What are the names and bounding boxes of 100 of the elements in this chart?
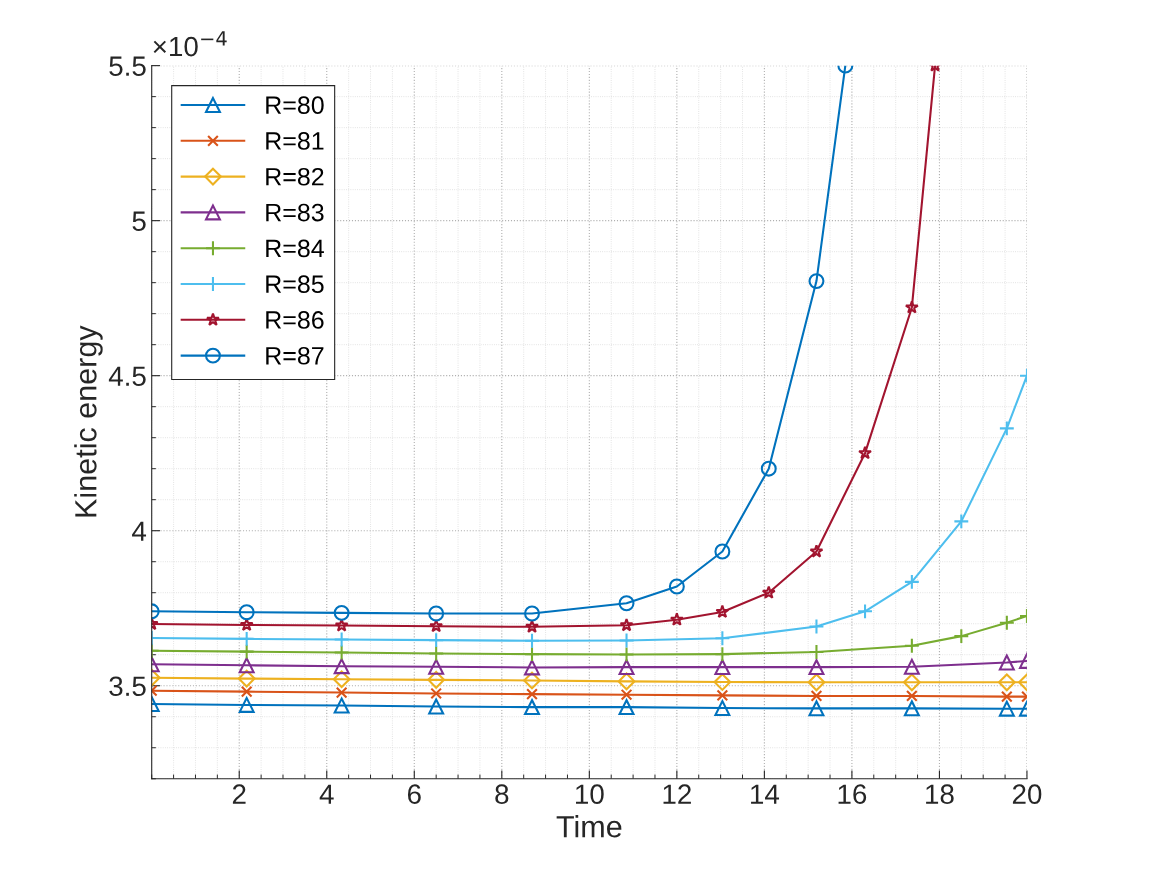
point xyxy=(333,604,350,621)
point xyxy=(618,646,635,663)
point xyxy=(334,618,349,632)
point xyxy=(428,645,445,662)
point xyxy=(428,698,445,715)
point xyxy=(524,659,540,676)
point xyxy=(902,673,921,692)
x-tick-label: 10 xyxy=(576,784,604,805)
y-tick-label: 5 xyxy=(132,211,146,231)
point xyxy=(1000,690,1013,703)
point xyxy=(524,632,540,649)
x-tick-label: 14 xyxy=(751,784,780,804)
point xyxy=(428,632,445,649)
point xyxy=(333,631,350,648)
point xyxy=(238,643,255,660)
y-axis-title: Kinetic energy xyxy=(74,325,103,517)
point xyxy=(428,658,445,675)
point xyxy=(714,659,731,676)
point xyxy=(714,543,731,560)
legend-label: R=85 xyxy=(266,275,324,294)
point xyxy=(427,670,446,689)
point xyxy=(524,699,540,716)
legend-label: R=84 xyxy=(266,239,324,258)
point xyxy=(808,643,825,660)
y-tick-label: 5.5 xyxy=(109,56,146,76)
point xyxy=(953,628,970,645)
point xyxy=(904,300,919,314)
point xyxy=(428,605,445,622)
point xyxy=(903,637,920,654)
point xyxy=(903,658,920,675)
point xyxy=(807,673,826,692)
point xyxy=(238,696,255,713)
point xyxy=(620,688,633,701)
point xyxy=(669,612,684,626)
point xyxy=(238,604,255,621)
point xyxy=(429,618,444,633)
point xyxy=(713,673,732,691)
legend-label: R=82 xyxy=(266,167,324,186)
point xyxy=(333,658,350,675)
point xyxy=(998,700,1015,717)
x-tick-label: 12 xyxy=(663,784,691,804)
text: ×10$^{−4}$ xyxy=(153,31,227,57)
x-tick-label: 20 xyxy=(1012,784,1042,805)
point xyxy=(808,700,825,717)
point xyxy=(618,632,635,649)
point xyxy=(617,672,636,691)
point xyxy=(810,690,823,702)
point xyxy=(335,686,348,699)
point xyxy=(857,603,874,620)
x-tick-label: 4 xyxy=(319,784,334,804)
point xyxy=(761,585,776,599)
point xyxy=(240,685,253,698)
y-tick-label: 4.5 xyxy=(108,366,146,387)
point xyxy=(808,273,825,290)
point xyxy=(808,618,825,635)
point xyxy=(332,670,351,689)
point xyxy=(668,578,685,595)
point xyxy=(525,619,539,633)
y-tick-label: 4 xyxy=(132,521,147,541)
x-tick-label: 6 xyxy=(407,784,421,805)
point xyxy=(333,644,350,661)
legend-label: R=86 xyxy=(266,311,324,329)
point xyxy=(618,595,635,612)
point xyxy=(998,654,1015,671)
point xyxy=(716,689,729,702)
point xyxy=(808,659,825,676)
point xyxy=(618,699,635,716)
point xyxy=(998,420,1015,437)
point xyxy=(998,614,1015,631)
y-tick-label: 3.5 xyxy=(109,676,146,697)
point xyxy=(997,673,1016,692)
x-tick-label: 18 xyxy=(926,784,954,805)
point xyxy=(809,544,824,558)
point xyxy=(903,573,920,590)
point xyxy=(524,646,540,663)
point xyxy=(858,445,873,460)
point xyxy=(524,605,540,622)
point xyxy=(237,669,256,688)
point xyxy=(714,700,731,717)
point xyxy=(238,657,255,674)
point xyxy=(903,700,920,717)
point xyxy=(430,687,443,700)
legend-label: R=83 xyxy=(266,203,324,222)
point xyxy=(714,630,731,647)
x-tick-label: 16 xyxy=(838,784,867,805)
point xyxy=(619,617,634,632)
legend-label: R=81 xyxy=(266,132,324,150)
legend-label: R=87 xyxy=(266,346,324,365)
point xyxy=(526,688,538,701)
x-axis-title: Time xyxy=(556,815,622,838)
point xyxy=(905,690,918,702)
point xyxy=(238,630,255,647)
point xyxy=(953,513,970,530)
legend-label: R=80 xyxy=(266,96,324,114)
x-tick-label: 8 xyxy=(495,784,509,805)
point xyxy=(714,646,731,663)
point xyxy=(333,697,350,714)
point xyxy=(760,460,777,477)
point xyxy=(523,671,541,690)
point xyxy=(618,659,635,676)
